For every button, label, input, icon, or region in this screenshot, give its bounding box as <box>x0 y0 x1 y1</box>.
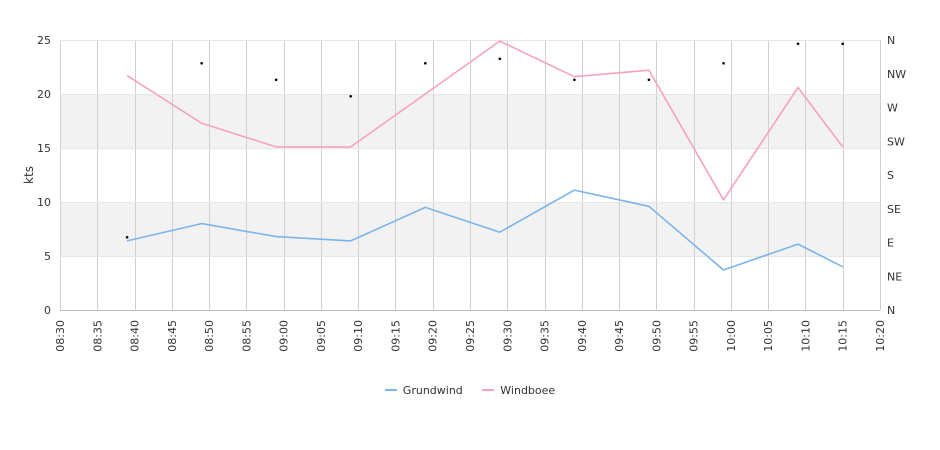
x-tick-label: 10:10 <box>800 320 813 352</box>
x-tick-label: 08:55 <box>240 320 253 352</box>
right-axis-label: SW <box>887 135 905 148</box>
direction-point <box>349 95 353 98</box>
right-axis-label: N <box>887 34 895 47</box>
y-tick-label: 5 <box>44 250 51 263</box>
series-lines <box>126 40 844 271</box>
x-tick-label: 09:00 <box>278 320 291 352</box>
x-tick-label: 08:45 <box>166 320 179 352</box>
grid-lines <box>60 40 881 311</box>
x-tick-label: 09:35 <box>539 320 552 352</box>
legend-swatch-windboee <box>482 389 495 391</box>
y-tick-label: 15 <box>37 142 51 155</box>
right-axis-label: W <box>887 102 898 115</box>
y-tick-label: 0 <box>44 304 51 317</box>
right-axis-label: NE <box>887 270 902 283</box>
x-tick-label: 09:50 <box>650 320 663 352</box>
x-tick-label: 08:50 <box>203 320 216 352</box>
direction-points <box>125 42 844 239</box>
y-tick-label: 25 <box>37 34 51 47</box>
right-axis-ticks: N NE E SE S SW W NW N <box>887 34 906 317</box>
legend-item-windboee[interactable]: Windboee <box>482 384 555 397</box>
x-tick-label: 10:20 <box>874 320 887 352</box>
y-axis-ticks: 0 5 10 15 20 25 <box>37 34 51 317</box>
x-tick-label: 08:35 <box>91 320 104 352</box>
right-axis-label: N <box>887 304 895 317</box>
right-axis-label: NW <box>887 68 906 81</box>
x-tick-label: 08:30 <box>54 320 67 352</box>
x-tick-label: 09:40 <box>576 320 589 352</box>
x-tick-label: 10:05 <box>762 320 775 352</box>
x-tick-label: 09:05 <box>315 320 328 352</box>
y-axis-label: kts <box>22 166 36 184</box>
direction-point <box>424 62 427 65</box>
x-tick-label: 10:15 <box>837 320 850 352</box>
legend: Grundwind Windboee <box>0 384 940 397</box>
direction-point <box>796 42 800 46</box>
direction-point <box>498 57 502 61</box>
legend-swatch-grundwind <box>384 389 397 391</box>
x-tick-label: 09:30 <box>501 320 514 352</box>
x-tick-label: 09:10 <box>352 320 365 352</box>
direction-point <box>125 236 129 239</box>
x-tick-label: 09:55 <box>688 320 701 352</box>
series-line-windboee[interactable] <box>126 40 844 201</box>
x-tick-label: 09:15 <box>390 320 403 352</box>
y-tick-label: 20 <box>37 88 51 101</box>
legend-label-windboee: Windboee <box>500 384 556 397</box>
x-axis-ticks: 08:30 08:35 08:40 08:45 08:50 08:55 09:00 09:05… <box>54 320 887 352</box>
x-tick-label: 09:45 <box>613 320 626 352</box>
series-line-grundwind[interactable] <box>126 189 844 271</box>
right-axis-label: E <box>887 237 894 250</box>
direction-point <box>841 42 844 46</box>
direction-point <box>647 78 651 82</box>
legend-label-grundwind: Grundwind <box>402 384 463 397</box>
x-tick-label: 08:40 <box>129 320 142 352</box>
direction-point <box>200 62 203 65</box>
y-tick-label: 10 <box>37 196 51 209</box>
right-axis-label: SE <box>887 203 901 216</box>
x-tick-label: 09:25 <box>464 320 477 352</box>
direction-point <box>722 62 725 65</box>
right-axis-label: S <box>887 169 894 182</box>
x-tick-label: 10:00 <box>725 320 738 352</box>
x-tick-label: 09:20 <box>427 320 440 352</box>
legend-item-grundwind[interactable]: Grundwind <box>384 384 463 397</box>
direction-point <box>274 78 278 82</box>
direction-point <box>573 78 576 82</box>
